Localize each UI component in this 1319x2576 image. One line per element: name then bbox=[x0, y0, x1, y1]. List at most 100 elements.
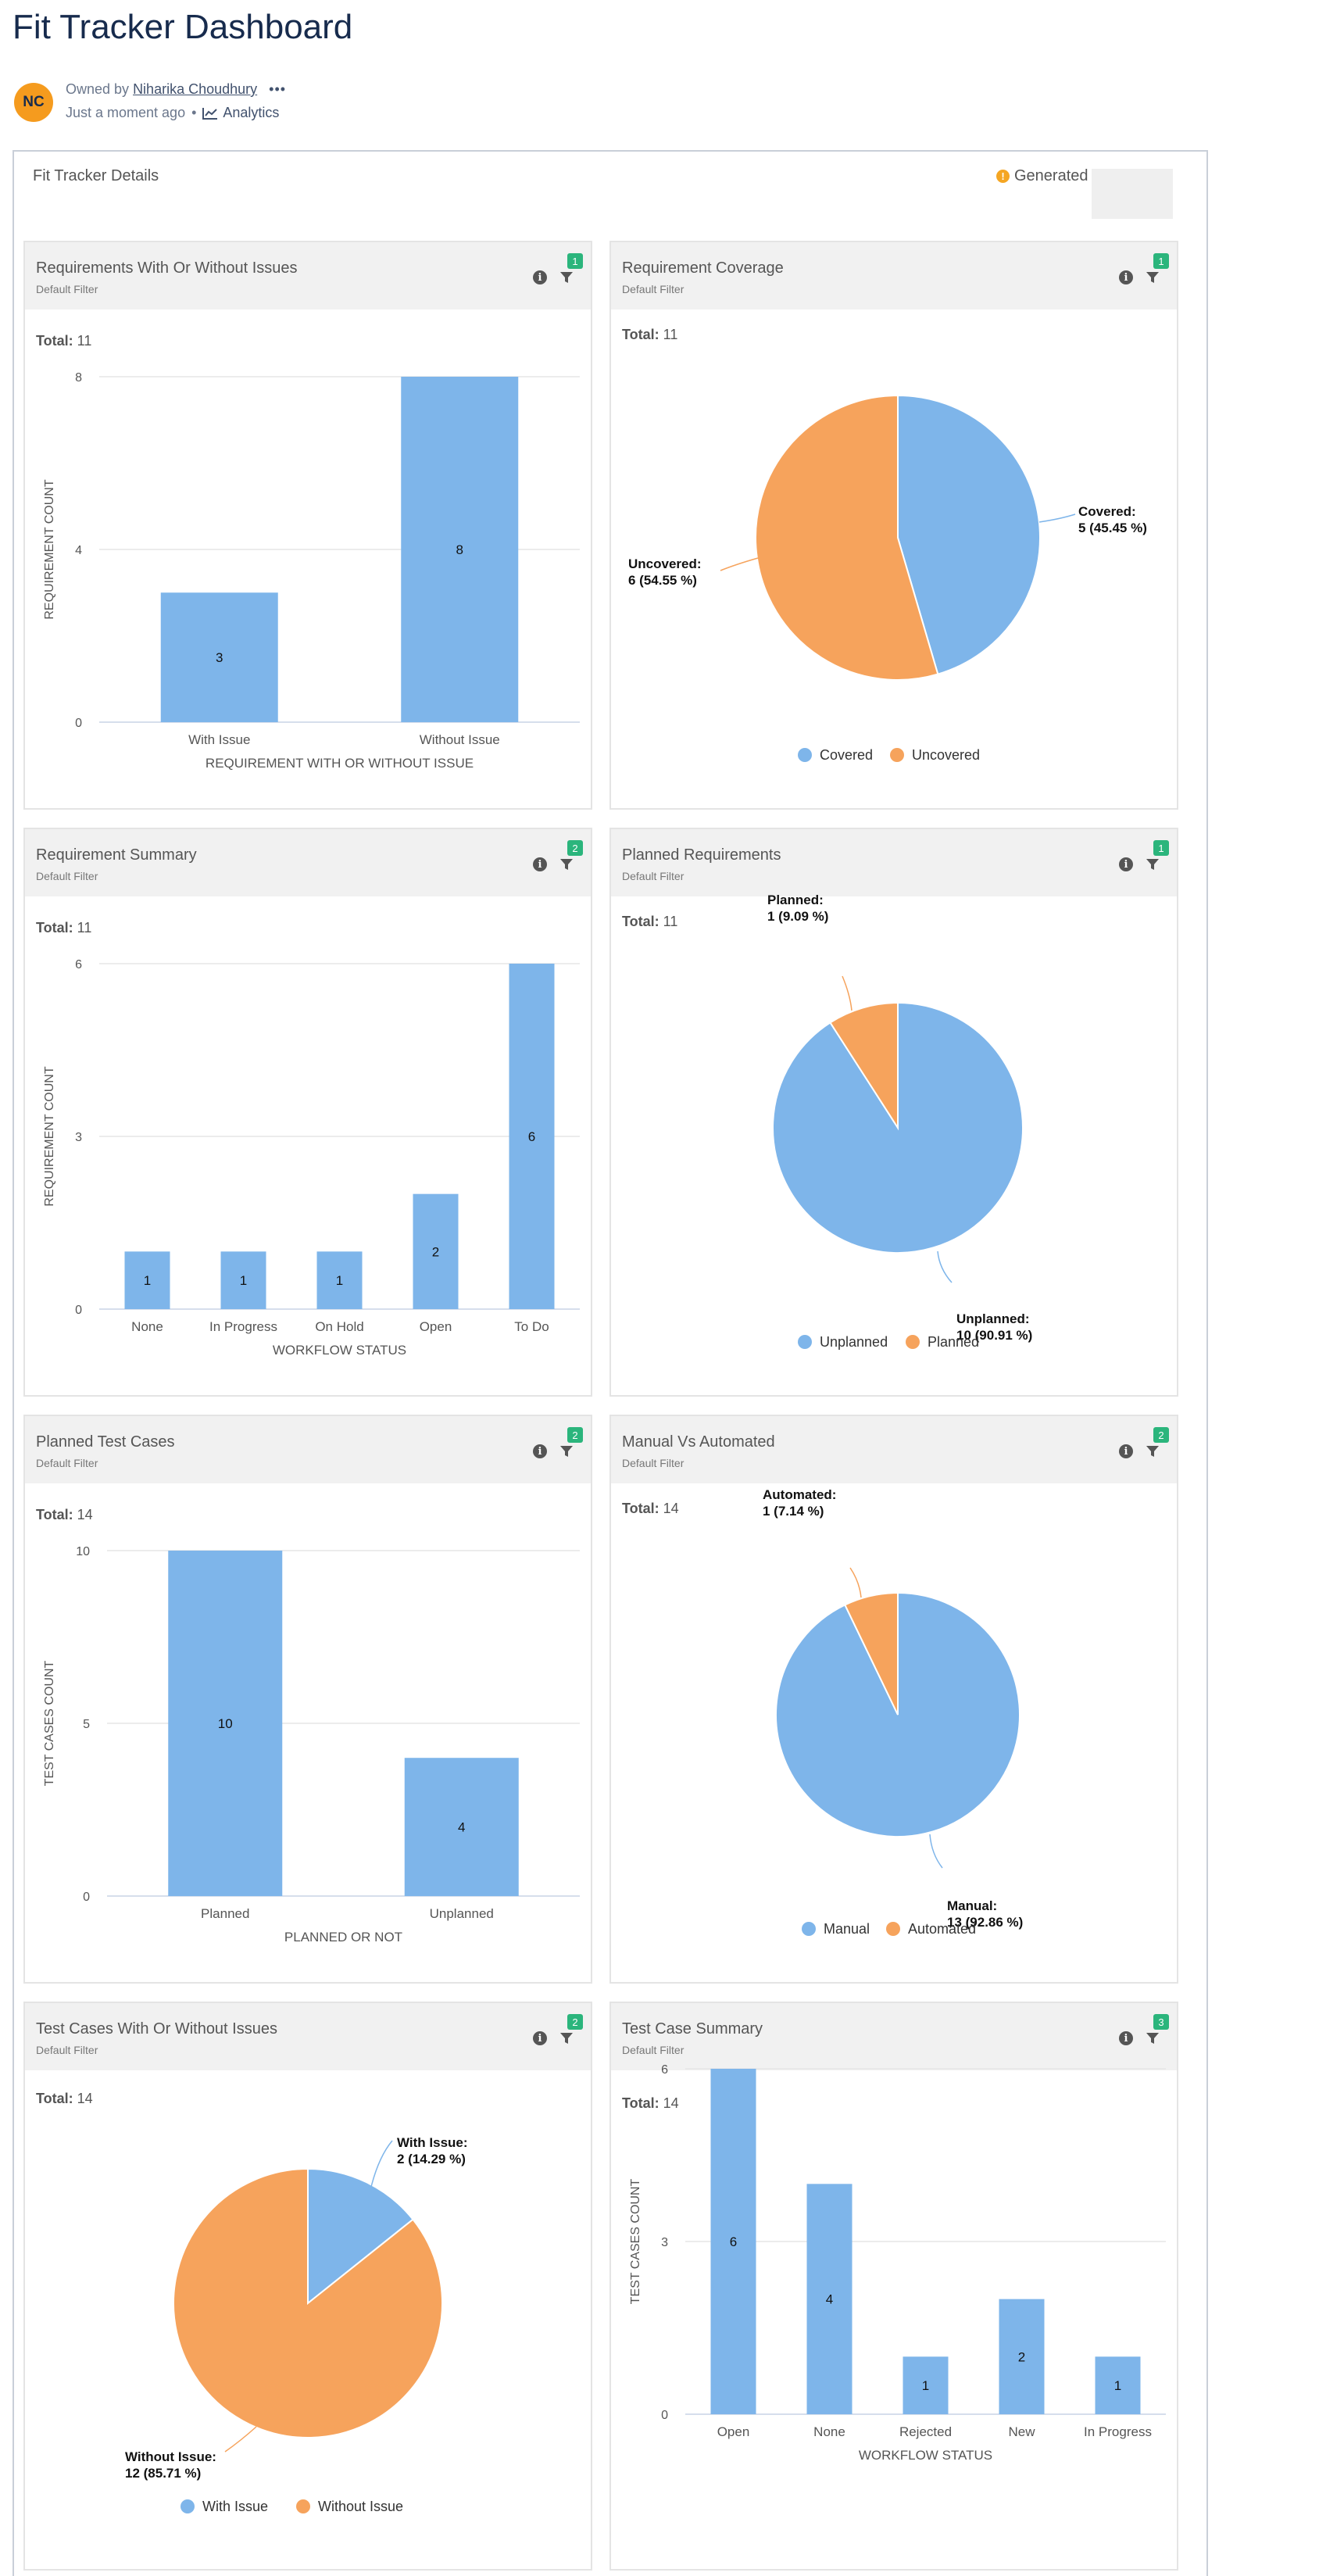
total-line: Total: 11 bbox=[622, 327, 677, 343]
bar[interactable] bbox=[220, 1251, 266, 1309]
page-meta: Just a moment ago • Analytics bbox=[66, 105, 279, 121]
label-connector bbox=[224, 2426, 257, 2453]
info-icon[interactable]: i bbox=[533, 2031, 547, 2045]
slice-label: 13 (92.86 %) bbox=[947, 1915, 1023, 1930]
card-header: Test Case Summary Default Filter i 3 bbox=[611, 2003, 1177, 2070]
data-label: 8 bbox=[456, 542, 463, 557]
filter-icon[interactable] bbox=[1144, 856, 1161, 873]
bar[interactable] bbox=[168, 1551, 283, 1896]
pie-slice[interactable] bbox=[829, 1001, 899, 1131]
bar[interactable] bbox=[710, 2069, 756, 2414]
data-label: 1 bbox=[922, 2378, 929, 2393]
info-icon[interactable]: i bbox=[1119, 270, 1133, 284]
analytics-link[interactable]: Analytics bbox=[202, 105, 279, 121]
bar[interactable] bbox=[404, 1758, 519, 1896]
card-subtitle: Default Filter bbox=[622, 283, 685, 295]
card-title: Test Cases With Or Without Issues bbox=[36, 2020, 277, 2038]
bar[interactable] bbox=[903, 2356, 949, 2414]
chart-svg: 0 3 6 6 Open 4 None 1 Rejected 2 New 1 In Progress WO… bbox=[629, 2063, 1166, 2463]
legend-item[interactable]: Uncovered bbox=[912, 747, 980, 763]
legend-marker bbox=[886, 1922, 900, 1936]
info-icon[interactable]: i bbox=[1119, 2031, 1133, 2045]
y-tick-label: 6 bbox=[75, 958, 82, 971]
card-header: Planned Requirements Default Filter i 1 bbox=[611, 829, 1177, 896]
pie-slice[interactable] bbox=[307, 2167, 414, 2306]
info-icon[interactable]: i bbox=[533, 1444, 547, 1458]
chart-card: Test Case Summary Default Filter i 3 Tot… bbox=[609, 2002, 1178, 2571]
slice-label: 1 (9.09 %) bbox=[767, 909, 828, 924]
filter-icon[interactable] bbox=[558, 1443, 575, 1460]
chart-card: Test Cases With Or Without Issues Defaul… bbox=[23, 2002, 592, 2571]
card-title: Requirements With Or Without Issues bbox=[36, 259, 298, 277]
slice-label: 12 (85.71 %) bbox=[125, 2466, 201, 2481]
legend-item[interactable]: Without Issue bbox=[318, 2499, 403, 2514]
legend-item[interactable]: With Issue bbox=[202, 2499, 268, 2514]
data-label: 1 bbox=[144, 1273, 151, 1288]
data-label: 1 bbox=[1114, 2378, 1121, 2393]
y-tick-label: 3 bbox=[75, 1131, 82, 1144]
total-line: Total: 11 bbox=[36, 920, 91, 936]
card-subtitle: Default Filter bbox=[622, 1457, 685, 1469]
y-tick-label: 0 bbox=[75, 1304, 82, 1317]
page-title: Fit Tracker Dashboard bbox=[13, 8, 353, 46]
chart-svg: 0 3 6 1 None 1 In Progress 1 On Hold 2 Open 6 To Do W… bbox=[43, 958, 580, 1358]
bar[interactable] bbox=[316, 1251, 363, 1309]
meta-separator: • bbox=[191, 105, 197, 120]
bar[interactable] bbox=[124, 1251, 170, 1309]
slice-label: Planned: bbox=[767, 893, 824, 907]
info-icon[interactable]: i bbox=[533, 270, 547, 284]
card-header: Requirement Summary Default Filter i 2 bbox=[25, 829, 591, 896]
bar[interactable] bbox=[509, 964, 555, 1309]
total-label: Total: bbox=[36, 333, 73, 349]
filter-icon[interactable] bbox=[558, 269, 575, 286]
analytics-icon bbox=[202, 107, 218, 120]
label-connector bbox=[368, 2140, 393, 2198]
label-connector bbox=[849, 1567, 862, 1598]
slice-label: Covered: bbox=[1078, 504, 1136, 519]
total-line: Total: 14 bbox=[36, 2091, 93, 2107]
legend-item[interactable]: Unplanned bbox=[820, 1334, 888, 1350]
total-value: 14 bbox=[77, 2091, 93, 2106]
info-icon[interactable]: i bbox=[533, 857, 547, 871]
generated-label: ! Generated bbox=[996, 167, 1088, 185]
card-title: Requirement Coverage bbox=[622, 259, 784, 277]
owner-link[interactable]: Niharika Choudhury bbox=[133, 81, 258, 97]
filter-icon[interactable] bbox=[1144, 1443, 1161, 1460]
x-tick-label: To Do bbox=[514, 1319, 549, 1334]
pie-slice[interactable] bbox=[843, 1591, 899, 1716]
filter-icon[interactable] bbox=[558, 856, 575, 873]
total-label: Total: bbox=[622, 2095, 660, 2111]
total-label: Total: bbox=[622, 327, 660, 342]
total-value: 14 bbox=[77, 1507, 93, 1522]
total-label: Total: bbox=[36, 920, 73, 936]
info-icon[interactable]: i bbox=[1119, 1444, 1133, 1458]
bar[interactable] bbox=[160, 592, 278, 722]
y-axis-label: REQUIREMENT COUNT bbox=[43, 479, 56, 619]
x-axis-label: PLANNED OR NOT bbox=[284, 1930, 402, 1945]
slice-label: Uncovered: bbox=[628, 556, 702, 571]
bar[interactable] bbox=[401, 377, 519, 722]
legend-item[interactable]: Manual bbox=[824, 1921, 870, 1937]
legend-item[interactable]: Covered bbox=[820, 747, 873, 763]
filter-count-badge: 2 bbox=[567, 840, 583, 856]
bar[interactable] bbox=[413, 1193, 459, 1309]
x-tick-label: Open bbox=[717, 2424, 750, 2439]
more-actions-icon[interactable]: ••• bbox=[269, 81, 287, 97]
avatar[interactable]: NC bbox=[14, 83, 53, 122]
bar[interactable] bbox=[806, 2184, 853, 2414]
filter-icon[interactable] bbox=[1144, 269, 1161, 286]
bar[interactable] bbox=[1095, 2356, 1141, 2414]
filter-count-badge: 2 bbox=[1153, 1427, 1169, 1443]
pie-slice[interactable] bbox=[173, 2167, 443, 2438]
bar[interactable] bbox=[999, 2299, 1045, 2414]
chart-svg: Unplanned: 10 (90.91 %) Planned: 1 (9.09 %)… bbox=[767, 893, 1032, 1350]
y-axis-label: REQUIREMENT COUNT bbox=[43, 1066, 56, 1206]
legend-marker bbox=[906, 1335, 920, 1349]
legend-item[interactable]: Automated bbox=[908, 1921, 976, 1937]
filter-icon[interactable] bbox=[1144, 2030, 1161, 2047]
pie-slice[interactable] bbox=[897, 394, 1041, 675]
info-icon[interactable]: i bbox=[1119, 857, 1133, 871]
legend-item[interactable]: Planned bbox=[928, 1334, 979, 1350]
filter-icon[interactable] bbox=[558, 2030, 575, 2047]
generated-text: Generated bbox=[1014, 167, 1088, 184]
